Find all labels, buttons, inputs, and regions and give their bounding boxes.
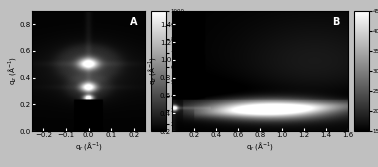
Y-axis label: q$_z$ (Å$^{-1}$): q$_z$ (Å$^{-1}$): [6, 57, 18, 85]
Text: B: B: [332, 17, 339, 27]
Text: A: A: [130, 17, 138, 27]
X-axis label: q$_r$ (Å$^{-1}$): q$_r$ (Å$^{-1}$): [246, 140, 274, 152]
Y-axis label: q$_z$ (Å$^{-1}$): q$_z$ (Å$^{-1}$): [146, 57, 158, 85]
Y-axis label: q$_z$ (Å$^{-1}$): q$_z$ (Å$^{-1}$): [189, 57, 200, 85]
X-axis label: q$_r$ (Å$^{-1}$): q$_r$ (Å$^{-1}$): [74, 140, 103, 152]
